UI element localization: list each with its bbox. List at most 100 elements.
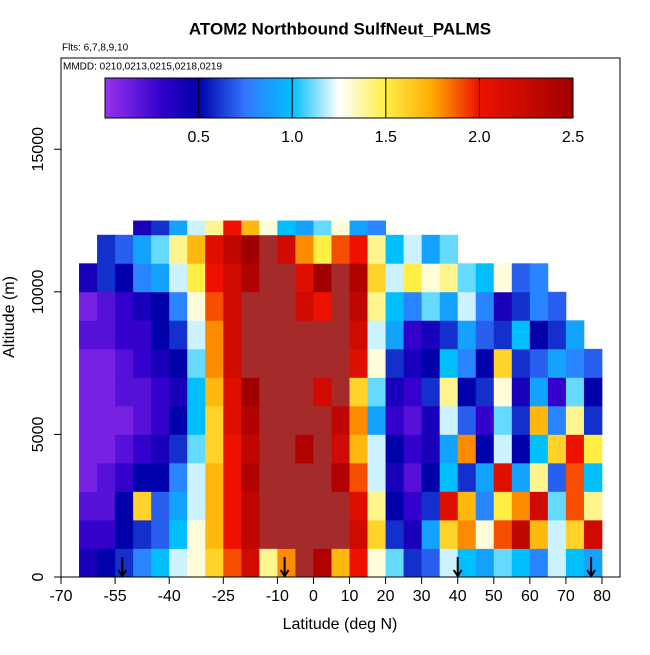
heatmap-cell [403, 434, 423, 464]
heatmap-cell [367, 377, 386, 407]
x-tick-label: 70 [557, 588, 575, 605]
heatmap-cell [97, 263, 116, 293]
heatmap-cell [241, 405, 260, 435]
heatmap-cell [259, 220, 278, 236]
heatmap-cell [457, 320, 477, 350]
heatmap-cell [223, 348, 242, 378]
heatmap-cell [133, 462, 152, 492]
heatmap-cell [151, 434, 170, 464]
heatmap-cell [259, 491, 278, 521]
heatmap-cell [313, 377, 332, 407]
heatmap-cell [385, 320, 405, 350]
heatmap-cell [475, 377, 495, 407]
colorbar-tick-label: 2.0 [468, 129, 490, 146]
heatmap-cell [223, 320, 242, 350]
heatmap-cell [583, 348, 603, 378]
heatmap-cell [295, 519, 314, 549]
flight-arrow [117, 557, 128, 578]
heatmap-cell [529, 519, 549, 549]
heatmap-cell [169, 263, 188, 293]
heatmap-cell [457, 434, 477, 464]
heatmap-cell [511, 491, 531, 521]
heatmap-cell [97, 462, 116, 492]
flight-arrow [586, 557, 596, 578]
heatmap-cell [295, 348, 314, 378]
heatmap-cell [205, 519, 224, 549]
heatmap-cell [151, 491, 170, 521]
heatmap-cell [421, 462, 441, 492]
heatmap-cell [151, 377, 170, 407]
heatmap-cell [79, 405, 98, 435]
heatmap-cell [349, 291, 368, 321]
heatmap-cell [259, 462, 278, 492]
heatmap-cell [259, 348, 278, 378]
heatmap-cell [115, 320, 134, 350]
heatmap-cell [133, 320, 152, 350]
heatmap-cell [349, 348, 368, 378]
heatmap-cell [475, 263, 495, 293]
heatmap-cell [79, 519, 98, 549]
heatmap [79, 220, 603, 578]
heatmap-cell [151, 234, 170, 264]
heatmap-cell [241, 234, 260, 264]
heatmap-cell [205, 548, 224, 578]
x-tick-label: -10 [266, 588, 289, 605]
heatmap-cell [403, 348, 423, 378]
annotation: MMDD: 0210,0213,0215,0218,0219 [63, 62, 222, 73]
heatmap-cell [151, 405, 170, 435]
heatmap-cell [385, 519, 405, 549]
x-tick-label: -40 [158, 588, 181, 605]
heatmap-cell [421, 519, 441, 549]
heatmap-cell [169, 348, 188, 378]
heatmap-cell [295, 491, 314, 521]
heatmap-cell [403, 519, 423, 549]
heatmap-cell [403, 291, 423, 321]
heatmap-cell [133, 348, 152, 378]
heatmap-cell [97, 234, 116, 264]
heatmap-cell [529, 405, 549, 435]
y-tick-label: 10000 [30, 269, 47, 314]
heatmap-cell [439, 234, 459, 264]
heatmap-cell [241, 263, 260, 293]
heatmap-cell [133, 405, 152, 435]
heatmap-cell [529, 462, 549, 492]
heatmap-cell [547, 434, 567, 464]
heatmap-cell [583, 405, 603, 435]
heatmap-cell [367, 405, 386, 435]
heatmap-cell [241, 548, 260, 578]
heatmap-cell [403, 462, 423, 492]
heatmap-cell [259, 320, 278, 350]
heatmap-cell [439, 491, 459, 521]
heatmap-cell [169, 462, 188, 492]
heatmap-cell [79, 548, 98, 578]
heatmap-cell [151, 548, 170, 578]
y-axis-label: Altitude (m) [1, 276, 18, 358]
heatmap-cell [277, 377, 296, 407]
heatmap-cell [79, 462, 98, 492]
heatmap-cell [349, 491, 368, 521]
heatmap-cell [223, 434, 242, 464]
heatmap-cell [295, 234, 314, 264]
heatmap-cell [259, 263, 278, 293]
heatmap-cell [115, 263, 134, 293]
heatmap-cell [367, 434, 386, 464]
heatmap-cell [277, 434, 296, 464]
heatmap-cell [97, 291, 116, 321]
y-tick-label: 15000 [30, 127, 47, 172]
colorbar-tick-label: 2.5 [562, 129, 584, 146]
heatmap-cell [295, 377, 314, 407]
heatmap-cell [223, 405, 242, 435]
heatmap-cell [259, 405, 278, 435]
heatmap-cell [493, 348, 513, 378]
heatmap-cell [475, 491, 495, 521]
heatmap-cell [133, 220, 152, 236]
heatmap-cell [529, 291, 549, 321]
heatmap-cell [421, 434, 441, 464]
heatmap-cell [547, 491, 567, 521]
heatmap-cell [295, 548, 314, 578]
heatmap-cell [169, 291, 188, 321]
heatmap-cell [349, 405, 368, 435]
heatmap-cell [313, 263, 332, 293]
heatmap-cell [349, 462, 368, 492]
